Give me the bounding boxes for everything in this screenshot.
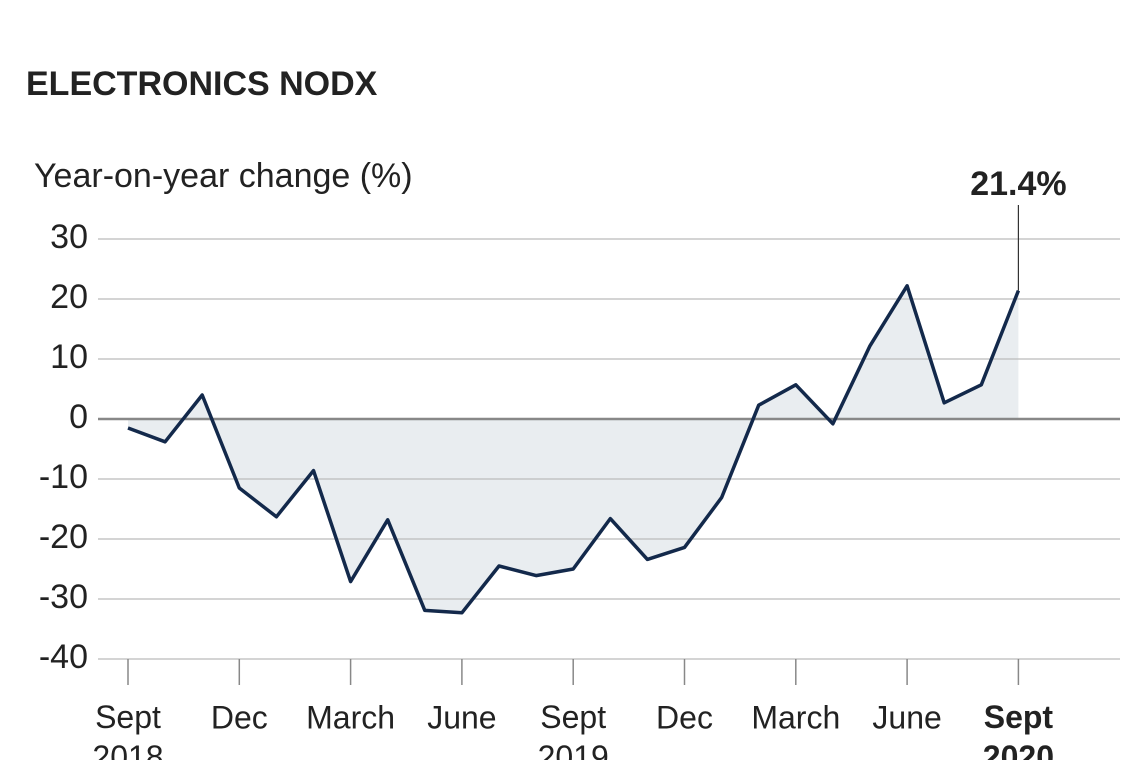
y-tick-label: 20 — [50, 278, 88, 316]
line — [127, 284, 1021, 615]
y-tick-label: -40 — [39, 638, 88, 676]
x-tick-label: March — [751, 699, 840, 735]
y-tick-label: -20 — [39, 518, 88, 556]
x-tick-label: March — [306, 699, 395, 735]
x-tick-label: Dec — [211, 699, 268, 735]
chart-title: ELECTRONICS NODX — [26, 65, 378, 103]
x-tick-label: Sept 2019 — [538, 699, 609, 760]
y-tick-label: 10 — [50, 338, 88, 376]
y-tick-label: -30 — [39, 578, 88, 616]
x-tick-label: Sept 2020 — [983, 699, 1054, 760]
area — [128, 285, 1019, 613]
y-tick-label: 0 — [69, 398, 88, 436]
y-tick-label: -10 — [39, 458, 88, 496]
x-tick-label: Dec — [656, 699, 713, 735]
x-tick-label: June — [872, 699, 941, 735]
y-tick-label: 30 — [50, 218, 88, 256]
y-axis-label: Year-on-year change (%) — [34, 157, 413, 195]
x-tick-label: Sept 2018 — [92, 699, 163, 760]
x-tick-label: June — [427, 699, 496, 735]
value-label: 21.4% — [970, 165, 1066, 203]
